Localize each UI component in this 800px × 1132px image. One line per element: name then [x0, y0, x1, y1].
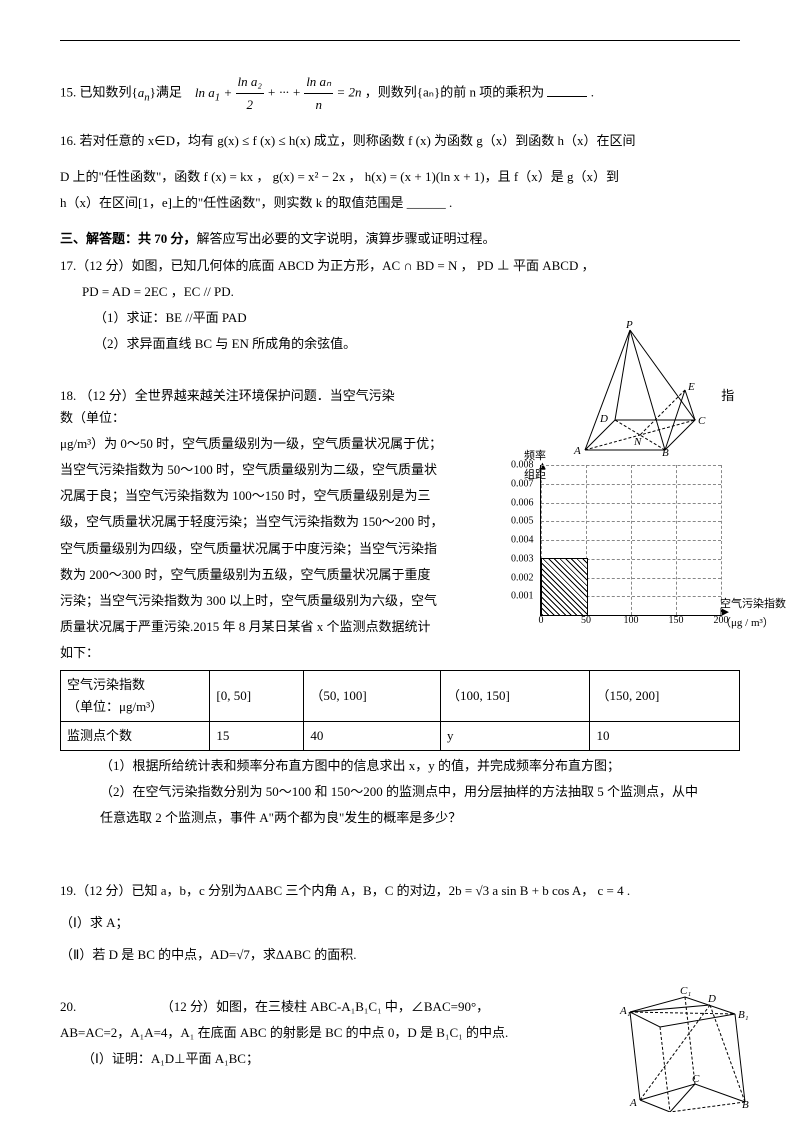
q15: 15. 已知数列{an}满足 ln a1 + ln a₂2 + ··· + ln… — [60, 71, 740, 116]
q16-l1: 16. 若对任意的 x∈D，均有 g(x) ≤ f (x) ≤ h(x) 成立，… — [60, 130, 740, 152]
hist-ytick: 0.006 — [511, 494, 534, 511]
q16-l3: h（x）在区间[1，e]上的"任性函数"，则实数 k 的取值范围是 ______… — [60, 192, 740, 214]
q15-mid: }满足 — [150, 85, 182, 100]
q15-text: 15. 已知数列{ — [60, 85, 138, 100]
q18-line: 污染；当空气污染指数为 300 以上时，空气质量级别为六级，空气 — [60, 590, 460, 612]
hist-xtick: 150 — [669, 612, 684, 629]
q17-l2: PD = AD = 2EC ，EC // PD. — [60, 281, 740, 303]
q15-eq: = 2n — [336, 85, 361, 100]
th3: （50, 100] — [304, 670, 441, 721]
section3-rest: 解答应写出必要的文字说明，演算步骤或证明过程。 — [197, 231, 496, 246]
fig20-A: A — [630, 1094, 637, 1113]
q15-an: an — [138, 85, 150, 100]
q18-p1: （1）根据所给统计表和频率分布直方图中的信息求出 x，y 的值，并完成频率分布直… — [60, 755, 740, 777]
td4: y — [441, 722, 590, 751]
td1: 监测点个数 — [61, 722, 210, 751]
fig20-C: C — [692, 1070, 699, 1089]
histogram: 频率 组距 ▲ ▶ 0.0010.0020.0030.0040.0050.006… — [510, 455, 760, 655]
hist-ytick: 0.003 — [511, 550, 534, 567]
td5: 10 — [590, 722, 740, 751]
hist-ytick: 0.001 — [511, 588, 534, 605]
fig20-B: B — [742, 1096, 749, 1115]
th4: （100, 150] — [441, 670, 590, 721]
q18-line: μg/m³）为 0～50 时，空气质量级别为一级，空气质量状况属于优； — [60, 433, 460, 455]
hist-xlabel: 空气污染指数 （μg / m³） — [720, 595, 786, 632]
hist-ytick: 0.007 — [511, 475, 534, 492]
q18-l1a: 18. （12 分）全世界越来越关注环境保护问题．当空气污染 — [60, 388, 395, 403]
td3: 40 — [304, 722, 441, 751]
q15-dots: + ··· + — [267, 85, 301, 100]
q15-frac2: ln a₂2 — [236, 71, 264, 116]
q18-line: 如下： — [60, 642, 460, 664]
th5: （150, 200] — [590, 670, 740, 721]
q18-line: 当空气污染指数为 50～100 时，空气质量级别为二级，空气质量状 — [60, 459, 460, 481]
q18-line: 级，空气质量状况属于轻度污染；当空气污染指数为 150～200 时， — [60, 511, 460, 533]
hist-ytick: 0.002 — [511, 569, 534, 586]
q20-figure: A₁ C₁ D B₁ A C B — [620, 972, 750, 1112]
q15-fml1: ln a1 + — [195, 85, 236, 100]
fig17-D: D — [600, 410, 608, 429]
q18-line: 况属于良；当空气污染指数为 100～150 时，空气质量级别是为三 — [60, 485, 460, 507]
th2: [0, 50] — [210, 670, 304, 721]
hist-plot-area: ▲ ▶ 0.0010.0020.0030.0040.0050.0060.0070… — [540, 465, 721, 616]
q17-figure: P D A N B C E — [570, 310, 720, 460]
fig17-N: N — [634, 433, 641, 452]
q18-body: μg/m³）为 0～50 时，空气质量级别为一级，空气质量状况属于优； 当空气污染… — [60, 433, 460, 664]
q15-tail: ，则数列{aₙ}的前 n 项的乘积为 — [365, 85, 544, 100]
hist-ytick: 0.008 — [511, 457, 534, 474]
top-rule — [60, 40, 740, 41]
td2: 15 — [210, 722, 304, 751]
q15-blank — [547, 83, 587, 97]
fig17-E: E — [688, 378, 695, 397]
q18-line: 质量状况属于严重污染.2015 年 8 月某日某省 x 个监测点数据统计 — [60, 616, 460, 638]
hist-ytick: 0.004 — [511, 532, 534, 549]
fig17-C: C — [698, 412, 705, 431]
fig20-D: D — [708, 990, 716, 1009]
hist-xtick: 100 — [624, 612, 639, 629]
q15-period: . — [591, 85, 594, 100]
q15-fracn: ln aₙn — [304, 71, 333, 116]
q18-p2: （2）在空气污染指数分别为 50～100 和 150～200 的监测点中，用分层… — [60, 781, 740, 803]
fig20-C1: C₁ — [680, 982, 691, 1001]
q18-line: 数为 200～300 时，空气质量级别为五级，空气质量状况属于重度 — [60, 564, 460, 586]
q16-l2: D 上的"任性函数"，函数 f (x) = kx ， g(x) = x² − 2… — [60, 166, 740, 188]
section3: 三、解答题：共 70 分，解答应写出必要的文字说明，演算步骤或证明过程。 — [60, 228, 740, 250]
q19-p2: （Ⅱ）若 D 是 BC 的中点，AD=√7，求ΔABC 的面积. — [60, 944, 740, 966]
hist-bar — [541, 558, 588, 615]
q19-p1: （Ⅰ）求 A； — [60, 912, 740, 934]
table-row: 监测点个数 15 40 y 10 — [61, 722, 740, 751]
q19-l1: 19.（12 分）已知 a，b，c 分别为ΔABC 三个内角 A，B，C 的对边… — [60, 880, 740, 902]
q18-line: 空气质量级别为四级，空气质量状况属于中度污染；当空气污染指 — [60, 538, 460, 560]
q18-p2b: 任意选取 2 个监测点，事件 A"两个都为良"发生的概率是多少？ — [60, 807, 740, 829]
hist-ytick: 0.005 — [511, 513, 534, 530]
table-row: 空气污染指数 （单位：μg/m³） [0, 50] （50, 100] （100… — [61, 670, 740, 721]
section3-title: 三、解答题：共 70 分， — [60, 231, 197, 246]
fig17-P: P — [626, 316, 633, 335]
fig20-A1: A₁ — [620, 1002, 631, 1021]
fig20-B1: B₁ — [738, 1006, 749, 1025]
q18-table: 空气污染指数 （单位：μg/m³） [0, 50] （50, 100] （100… — [60, 670, 740, 751]
th1: 空气污染指数 （单位：μg/m³） — [61, 670, 210, 721]
q17-l1: 17.（12 分）如图，已知几何体的底面 ABCD 为正方形，AC ∩ BD =… — [60, 255, 740, 277]
